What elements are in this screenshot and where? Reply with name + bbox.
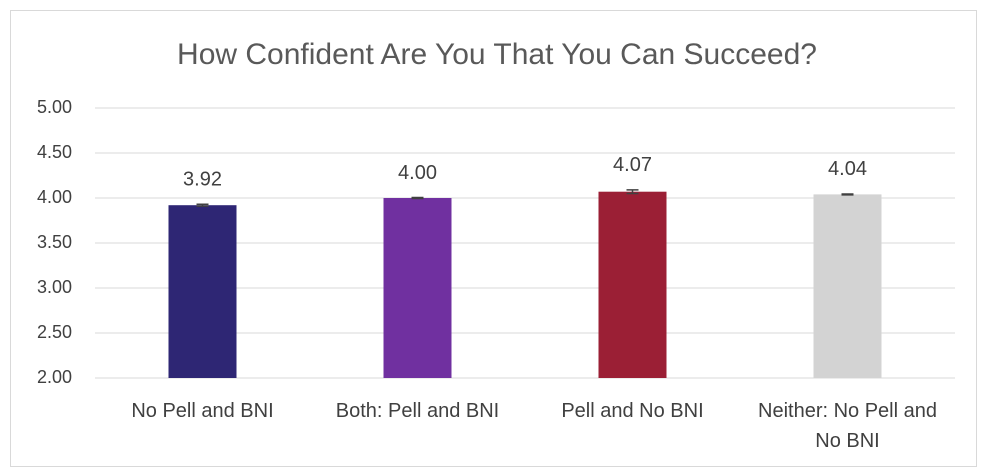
y-tick-label: 3.00 [37,277,72,297]
bar [168,205,237,378]
error-bar [626,189,639,195]
data-label: 4.07 [613,154,652,176]
y-tick-label: 2.00 [37,367,72,387]
chart-title: How Confident Are You That You Can Succe… [177,38,817,71]
error-bar [841,193,854,196]
y-tick-label: 4.50 [37,142,72,162]
error-bar [411,196,424,200]
y-tick-label: 3.50 [37,232,72,252]
x-tick-label: Pell and No BNI [561,400,703,422]
data-label: 4.04 [828,158,867,180]
x-tick-label: Both: Pell and BNI [336,400,499,422]
bar [598,191,667,378]
y-tick-label: 5.00 [37,97,72,117]
error-bar [196,203,209,207]
data-label: 3.92 [183,169,222,191]
data-label: 4.00 [398,162,437,184]
x-tick-label: No Pell and BNI [131,400,273,422]
bar [383,198,452,378]
bar [813,194,882,378]
x-tick-label: Neither: No Pell and No BNI [758,400,937,452]
y-tick-label: 4.00 [37,187,72,207]
y-tick-label: 2.50 [37,322,72,342]
